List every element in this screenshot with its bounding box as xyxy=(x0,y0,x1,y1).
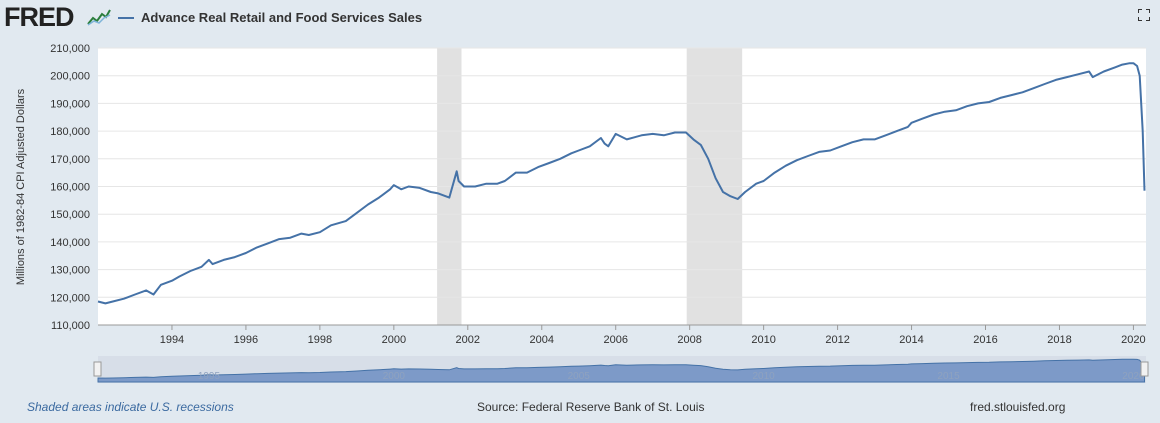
navigator-handle-left[interactable] xyxy=(93,361,102,377)
x-tick-label: 2002 xyxy=(456,334,480,346)
x-tick-label: 2018 xyxy=(1047,334,1071,346)
y-tick-label: 160,000 xyxy=(50,182,90,194)
y-tick-label: 180,000 xyxy=(50,126,90,138)
x-tick-label: 1994 xyxy=(160,334,184,346)
x-tick-label: 2012 xyxy=(825,334,849,346)
legend-series-line xyxy=(118,17,134,19)
navigator-tick-label: 2020 xyxy=(1122,371,1145,382)
site-link[interactable]: fred.stlouisfed.org xyxy=(970,400,1066,414)
y-tick-label: 210,000 xyxy=(50,43,90,55)
x-tick-label: 2010 xyxy=(751,334,775,346)
navigator-handle-right[interactable] xyxy=(1140,361,1149,377)
y-tick-label: 150,000 xyxy=(50,209,90,221)
recession-note-link[interactable]: Shaded areas indicate U.S. recessions xyxy=(27,400,234,414)
x-tick-label: 1998 xyxy=(308,334,332,346)
navigator[interactable]: 1995 2000 2005 2010 2015 2020 xyxy=(93,356,1149,383)
x-tick-label: 2020 xyxy=(1121,334,1145,346)
x-tick-label: 2006 xyxy=(603,334,627,346)
navigator-series-area xyxy=(97,358,1145,383)
fred-logo[interactable]: FRED xyxy=(4,2,74,32)
x-tick-label: 2016 xyxy=(973,334,997,346)
y-tick-label: 110,000 xyxy=(51,320,90,332)
chart-header: FRED Advance Real Retail and Food Servic… xyxy=(0,0,1160,36)
y-tick-label: 200,000 xyxy=(50,71,90,83)
y-tick-label: 190,000 xyxy=(50,98,90,110)
y-tick-label: 120,000 xyxy=(50,292,90,304)
navigator-tick-label: 2010 xyxy=(753,371,776,382)
legend-series-label: Advance Real Retail and Food Services Sa… xyxy=(141,10,423,25)
x-tick-label: 1996 xyxy=(234,334,258,346)
navigator-tick-label: 2015 xyxy=(937,371,960,382)
x-tick-label: 2014 xyxy=(899,334,923,346)
x-tick-label: 2008 xyxy=(677,334,701,346)
navigator-tick-label: 2000 xyxy=(383,371,406,382)
y-axis-label: Millions of 1982-84 CPI Adjusted Dollars xyxy=(15,88,27,285)
source-text: Source: Federal Reserve Bank of St. Loui… xyxy=(477,400,705,414)
fred-logo-graph-icon xyxy=(87,8,111,26)
x-tick-label: 2004 xyxy=(530,334,554,346)
x-tick-label: 2000 xyxy=(382,334,406,346)
navigator-tick-label: 2005 xyxy=(568,371,591,382)
y-tick-label: 140,000 xyxy=(50,237,90,249)
series-line-0[interactable] xyxy=(97,62,1146,305)
navigator-tick-label: 1995 xyxy=(198,371,221,382)
y-tick-label: 170,000 xyxy=(50,154,90,166)
y-tick-label: 130,000 xyxy=(50,265,90,277)
